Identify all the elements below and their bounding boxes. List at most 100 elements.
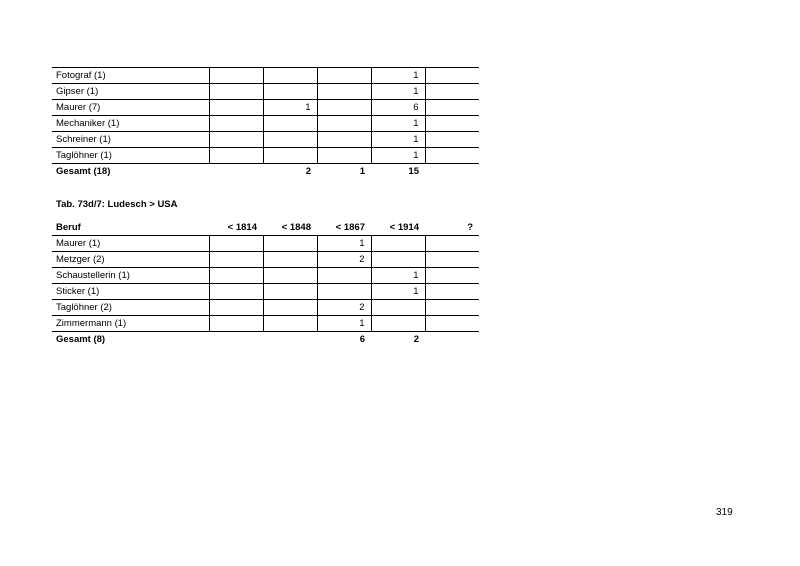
value-cell: [208, 251, 263, 268]
table-row: Zimmermann (1) 1: [52, 315, 479, 332]
value-cell: 1: [370, 267, 425, 284]
value-cell: [316, 147, 371, 164]
row-label: Schreiner (1): [52, 131, 209, 148]
row-label: Gipser (1): [52, 83, 209, 100]
table-row: Gipser (1) 1: [52, 83, 479, 100]
value-cell: [208, 131, 263, 148]
value-cell: [208, 267, 263, 284]
value-cell: [424, 99, 479, 116]
value-cell: [424, 251, 479, 268]
value-cell: [316, 67, 371, 84]
value-cell: 2: [316, 251, 371, 268]
value-cell: 1: [370, 115, 425, 132]
row-label: Gesamt (8): [56, 334, 106, 345]
value-cell: [316, 283, 371, 300]
row-label: Schaustellerin (1): [52, 267, 209, 284]
table-body: Fotograf (1) 1 Gipser (1) 1 Maurer (7) 1 6 Mech…: [52, 67, 479, 180]
value-cell: [425, 164, 479, 180]
row-label: Fotograf (1): [52, 67, 209, 84]
table-ludesch-usa: Beruf < 1814 < 1848 < 1867 < 1914 ? Maur…: [52, 220, 479, 347]
header-cell: < 1914: [389, 222, 419, 233]
table-row: Taglöhner (1) 1: [52, 147, 479, 164]
value-cell: 1: [370, 67, 425, 84]
header-cell: < 1867: [335, 222, 365, 233]
value-cell: 2: [305, 166, 311, 177]
value-cell: [262, 147, 317, 164]
table-row: Maurer (7) 1 6: [52, 99, 479, 116]
value-cell: 2: [413, 334, 419, 345]
value-cell: [208, 67, 263, 84]
value-cell: 1: [370, 283, 425, 300]
value-cell: [370, 251, 425, 268]
value-cell: [424, 67, 479, 84]
row-label: Taglöhner (2): [52, 299, 209, 316]
value-cell: [208, 147, 263, 164]
header-cell: ?: [467, 222, 473, 233]
header-row: Beruf < 1814 < 1848 < 1867 < 1914 ?: [52, 220, 479, 236]
table-row: Maurer (1) 1: [52, 235, 479, 252]
value-cell: [262, 131, 317, 148]
value-cell: [262, 115, 317, 132]
row-label: Taglöhner (1): [52, 147, 209, 164]
value-cell: 1: [370, 147, 425, 164]
value-cell: [208, 235, 263, 252]
value-cell: [424, 235, 479, 252]
table-row: Metzger (2) 2: [52, 251, 479, 268]
value-cell: [316, 99, 371, 116]
value-cell: 1: [316, 235, 371, 252]
value-cell: [425, 332, 479, 348]
row-label: Gesamt (18): [56, 166, 111, 177]
value-cell: 6: [359, 334, 365, 345]
value-cell: [262, 299, 317, 316]
total-row: Gesamt (8) 6 2: [52, 332, 479, 348]
row-label: Metzger (2): [52, 251, 209, 268]
table-row: Schreiner (1) 1: [52, 131, 479, 148]
value-cell: [316, 267, 371, 284]
value-cell: 15: [408, 166, 419, 177]
total-row: Gesamt (18) 2 1 15: [52, 164, 479, 180]
value-cell: [424, 131, 479, 148]
value-cell: [424, 83, 479, 100]
value-cell: [370, 315, 425, 332]
value-cell: [262, 283, 317, 300]
value-cell: [262, 67, 317, 84]
value-cell: [424, 267, 479, 284]
value-cell: [262, 315, 317, 332]
value-cell: 1: [370, 83, 425, 100]
value-cell: [209, 332, 263, 348]
header-cell: Beruf: [56, 222, 81, 233]
value-cell: [208, 115, 263, 132]
row-label: Maurer (1): [52, 235, 209, 252]
table-row: Schaustellerin (1) 1: [52, 267, 479, 284]
value-cell: 2: [316, 299, 371, 316]
page-number: 319: [716, 507, 733, 518]
value-cell: [316, 83, 371, 100]
value-cell: [262, 83, 317, 100]
value-cell: 6: [370, 99, 425, 116]
value-cell: [208, 299, 263, 316]
table-caption: Tab. 73d/7: Ludesch > USA: [56, 199, 178, 210]
table-row: Taglöhner (2) 2: [52, 299, 479, 316]
row-label: Zimmermann (1): [52, 315, 209, 332]
row-label: Mechaniker (1): [52, 115, 209, 132]
value-cell: [424, 115, 479, 132]
table-row: Mechaniker (1) 1: [52, 115, 479, 132]
value-cell: [262, 267, 317, 284]
value-cell: [208, 315, 263, 332]
value-cell: [263, 332, 317, 348]
value-cell: 1: [370, 131, 425, 148]
value-cell: 1: [359, 166, 365, 177]
value-cell: [316, 115, 371, 132]
value-cell: [262, 235, 317, 252]
value-cell: [262, 251, 317, 268]
value-cell: [370, 299, 425, 316]
value-cell: [209, 164, 263, 180]
value-cell: [208, 83, 263, 100]
value-cell: [424, 147, 479, 164]
table-row: Fotograf (1) 1: [52, 67, 479, 84]
value-cell: [316, 131, 371, 148]
header-cell: < 1848: [281, 222, 311, 233]
table-row: Sticker (1) 1: [52, 283, 479, 300]
table-continued: Fotograf (1) 1 Gipser (1) 1 Maurer (7) 1 6 Mech…: [52, 67, 479, 179]
value-cell: [370, 235, 425, 252]
